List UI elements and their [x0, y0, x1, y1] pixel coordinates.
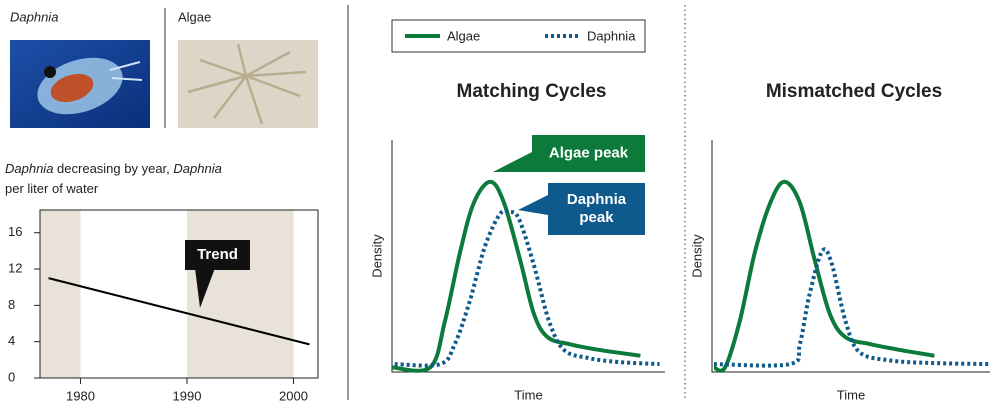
data-line: [714, 249, 990, 365]
y-tick-label: 16: [8, 224, 22, 239]
callout-text: peak: [579, 209, 614, 226]
daphnia-photo: [10, 40, 150, 128]
caption-part: decreasing by year,: [53, 161, 173, 176]
y-tick-label: 12: [8, 260, 22, 275]
x-tick-label: 2000: [279, 388, 308, 403]
y-axis-label: Density: [689, 234, 704, 278]
x-axis-label: Time: [837, 387, 865, 402]
callout-text: Trend: [197, 246, 238, 263]
legend-label: Daphnia: [587, 28, 636, 43]
y-tick-label: 4: [8, 333, 15, 348]
page: {"labels": {"daphnia": "Daphnia", "algae…: [0, 0, 998, 406]
caption: per liter of water: [5, 181, 99, 196]
y-axis-label: Density: [369, 234, 384, 278]
y-tick-label: 0: [8, 369, 15, 384]
x-tick-label: 1980: [66, 388, 95, 403]
caption-part: Daphnia: [173, 161, 221, 176]
photo-label: Daphnia: [10, 9, 58, 24]
shaded-range: [40, 210, 80, 378]
chart-title: Matching Cycles: [457, 81, 607, 102]
callout-text: Algae peak: [549, 144, 629, 161]
callout-text: Daphnia: [567, 191, 627, 208]
caption: Daphnia decreasing by year, Daphnia: [5, 161, 222, 176]
algae-photo: [178, 40, 318, 128]
callout-pointer: [518, 195, 548, 215]
caption-part: Daphnia: [5, 161, 53, 176]
y-tick-label: 8: [8, 297, 15, 312]
legend-label: Algae: [447, 28, 480, 43]
x-tick-label: 1990: [173, 388, 202, 403]
data-line: [714, 182, 934, 371]
axis: [392, 140, 665, 372]
figure: Daphnia Algae Daphnia decreasing by year…: [0, 0, 998, 406]
caption-part: per liter of water: [5, 181, 99, 196]
x-axis-label: Time: [514, 387, 542, 402]
chart-title: Mismatched Cycles: [766, 81, 942, 102]
photo-label: Algae: [178, 9, 211, 24]
